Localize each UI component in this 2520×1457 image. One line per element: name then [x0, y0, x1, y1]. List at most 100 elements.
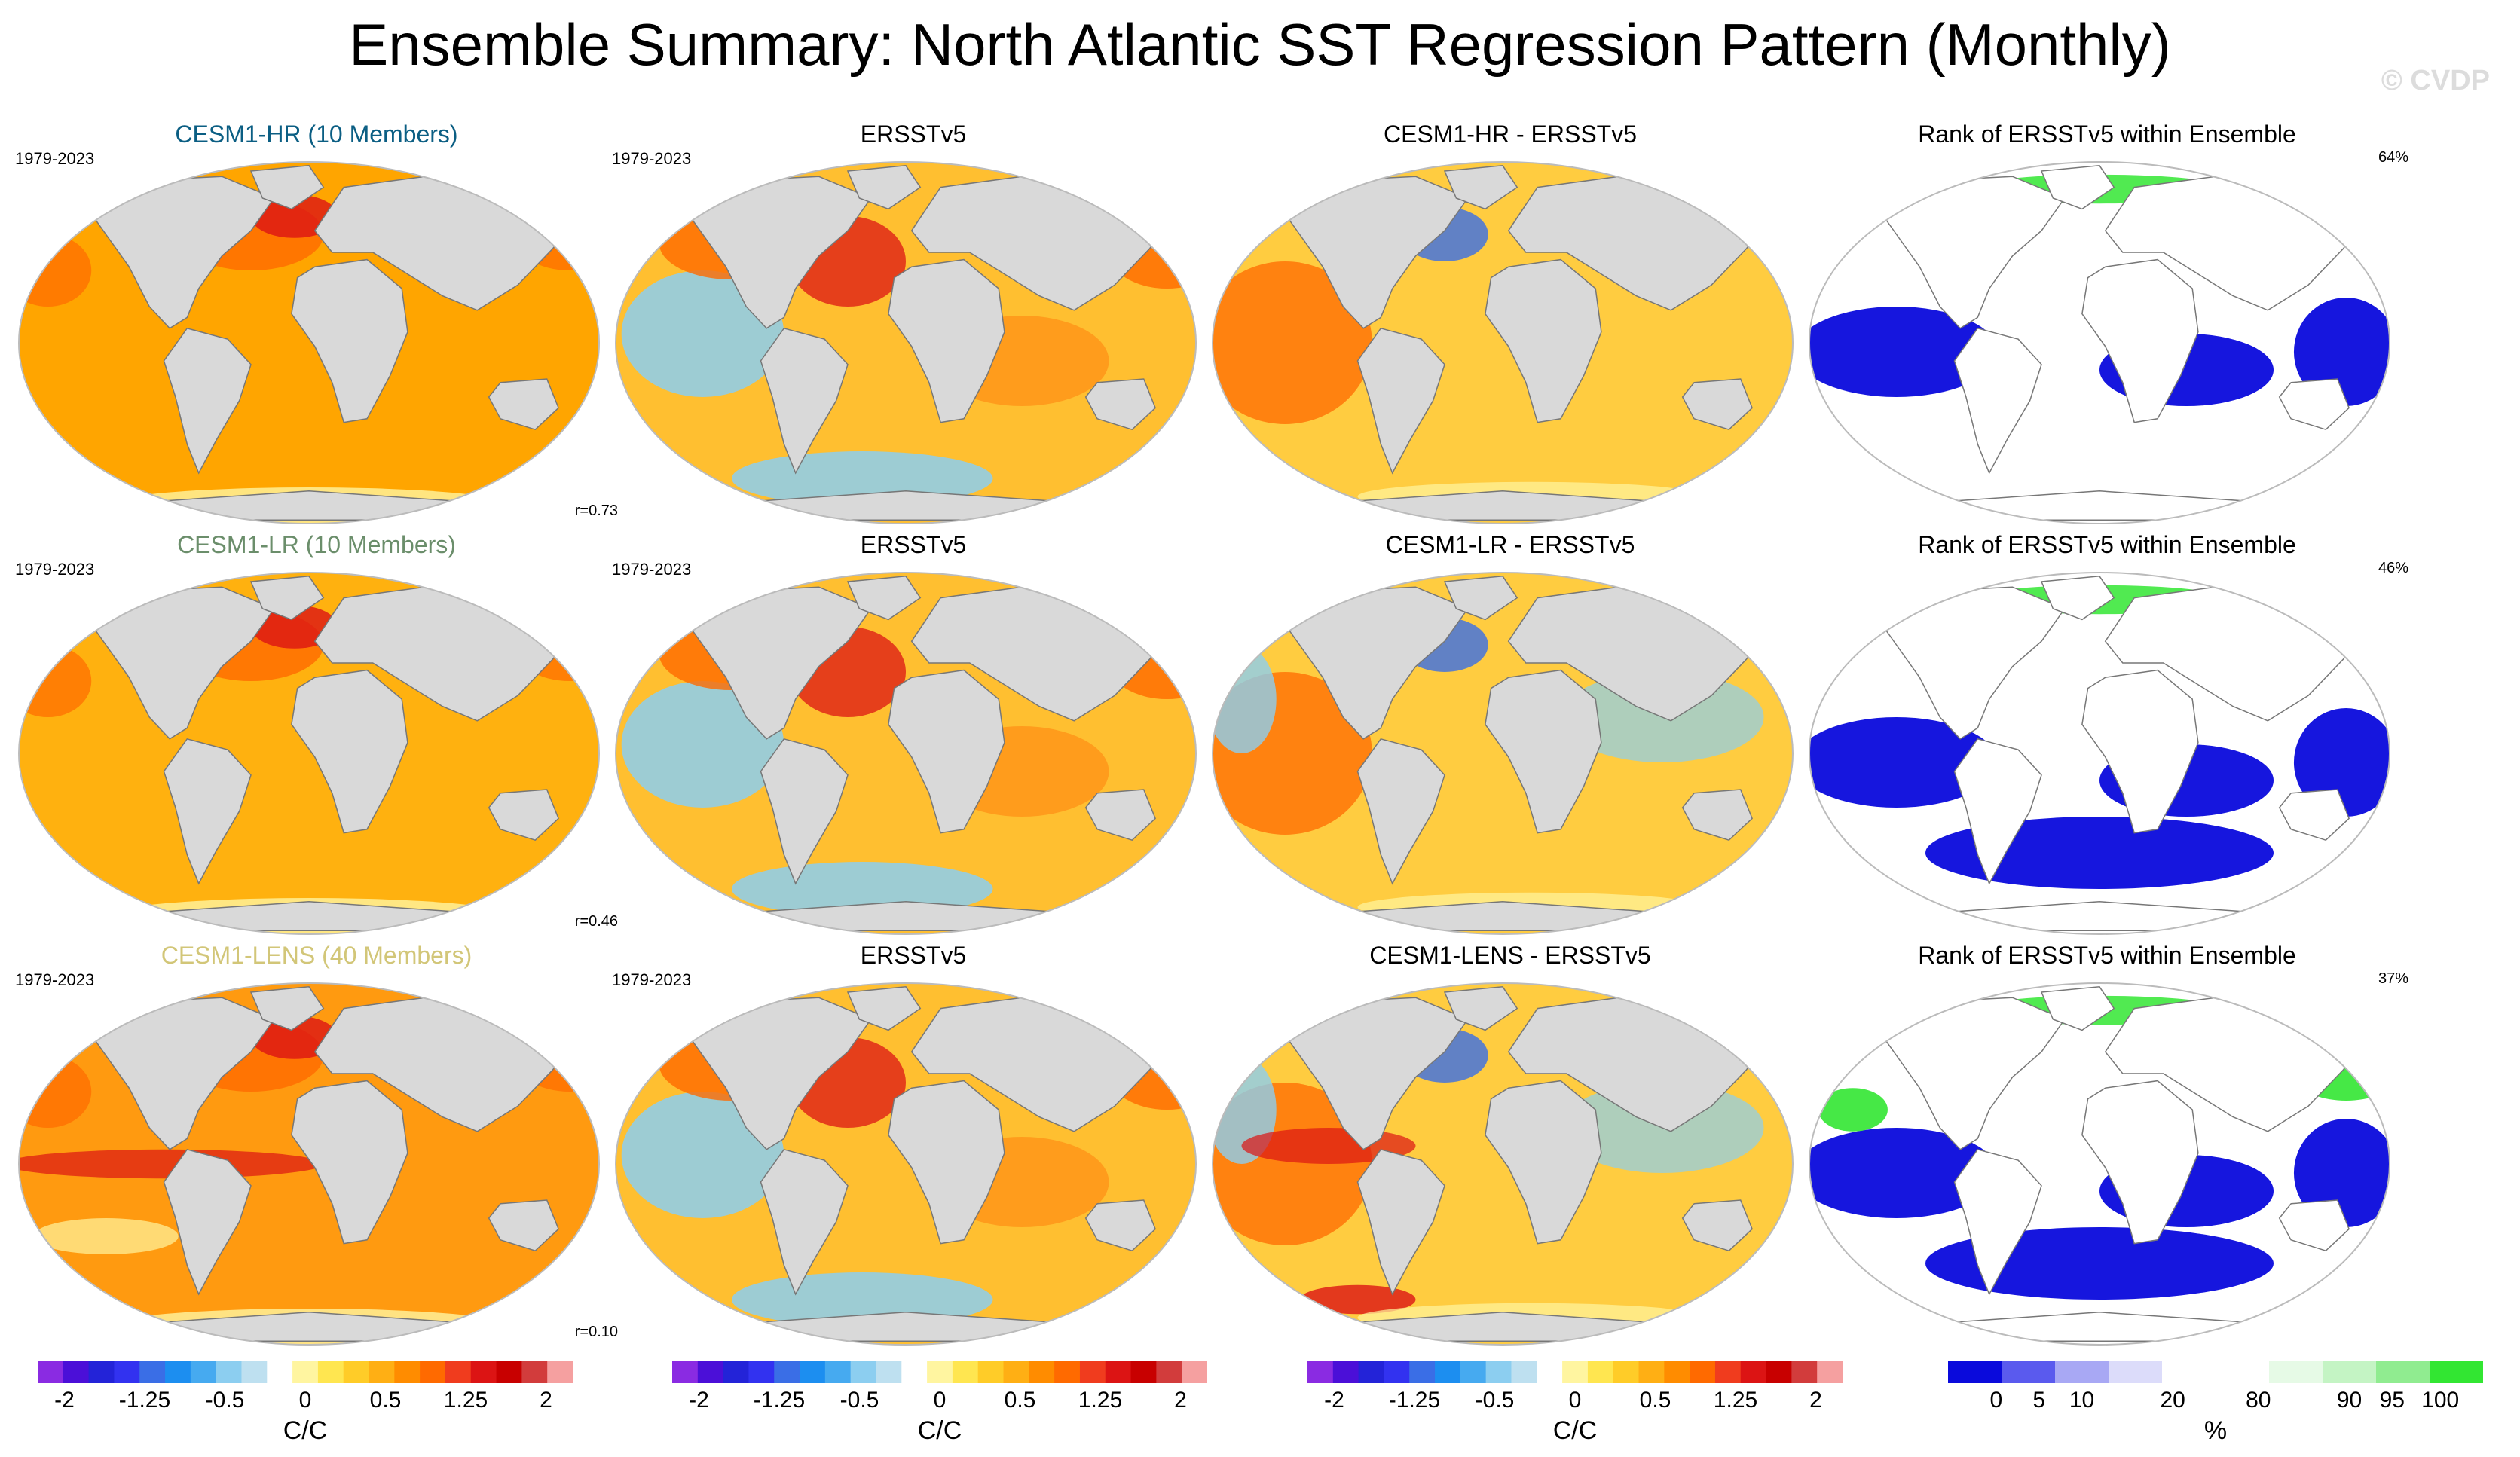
- colorbar-swatch: [1332, 1361, 1359, 1383]
- colorbar-swatch: [2376, 1361, 2430, 1383]
- colorbar-swatch: [1613, 1361, 1640, 1383]
- colorbar-tick-label: 0: [934, 1388, 947, 1413]
- colorbar-swatch: [1054, 1361, 1081, 1383]
- colorbar-swatch: [38, 1361, 64, 1383]
- pattern-correlation: r=0.46: [574, 913, 618, 930]
- panel-rank-row2: Rank of ERSSTv5 within Ensemble 46%: [1806, 531, 2408, 938]
- colorbar-swatch: [317, 1361, 344, 1383]
- colorbar-swatch: [2430, 1361, 2484, 1383]
- colorbar-swatch: [952, 1361, 979, 1383]
- panel-diff-row1: CESM1-HR - ERSSTv5: [1209, 121, 1812, 527]
- rank-title: Rank of ERSSTv5 within Ensemble: [1918, 531, 2296, 558]
- colorbar-swatch: [216, 1361, 242, 1383]
- colorbar-swatch: [927, 1361, 953, 1383]
- model-title: CESM1-HR (10 Members): [175, 121, 458, 148]
- colorbar-tick-label: 0: [1569, 1388, 1582, 1413]
- model-map: [18, 982, 600, 1346]
- colorbar-swatch: [2109, 1361, 2163, 1383]
- colorbar-swatch: [1740, 1361, 1767, 1383]
- colorbar-swatch: [1409, 1361, 1436, 1383]
- colorbar-tick-label: -2: [54, 1388, 75, 1413]
- colorbar-swatch: [1156, 1361, 1182, 1383]
- obs-map: [615, 982, 1197, 1346]
- colorbar-unit: %: [2204, 1416, 2227, 1443]
- diff-title: CESM1-LENS - ERSSTv5: [1369, 942, 1651, 969]
- colorbar-swatch: [1537, 1361, 1563, 1383]
- rank-percent: 64%: [2378, 149, 2408, 166]
- model-map: [18, 161, 600, 524]
- colorbar-swatch: [241, 1361, 268, 1383]
- colorbar-swatch: [1460, 1361, 1487, 1383]
- colorbar-tick-label: 0.5: [1640, 1388, 1671, 1413]
- colorbar-swatch: [1130, 1361, 1157, 1383]
- colorbar-tick-label: -1.25: [754, 1388, 805, 1413]
- pattern-correlation: r=0.73: [574, 502, 618, 519]
- obs-title: ERSSTv5: [860, 121, 967, 148]
- colorbar-swatch: [420, 1361, 446, 1383]
- colorbar-tick-label: 5: [2032, 1388, 2045, 1413]
- period-label: 1979-2023: [612, 970, 692, 989]
- colorbar-swatch: [723, 1361, 749, 1383]
- colorbar-swatch: [343, 1361, 370, 1383]
- sst-colorbar-1: -2 -1.25 -0.5 0 0.5 1.25 2 C/C: [38, 1361, 573, 1447]
- diff-title: CESM1-HR - ERSSTv5: [1383, 121, 1638, 148]
- rank-title: Rank of ERSSTv5 within Ensemble: [1918, 942, 2296, 969]
- colorbar-tick-label: 1.25: [444, 1388, 488, 1413]
- colorbar-tick-label: -0.5: [840, 1388, 879, 1413]
- panel-diff-row2: CESM1-LR - ERSSTv5: [1209, 531, 1812, 938]
- colorbar-swatch: [1079, 1361, 1106, 1383]
- model-map: [18, 572, 600, 935]
- colorbar-tick-label: 0.5: [1005, 1388, 1036, 1413]
- colorbar-swatch: [1105, 1361, 1132, 1383]
- colorbar-swatch: [267, 1361, 293, 1383]
- colorbar-swatch: [2216, 1361, 2270, 1383]
- sst-colorbar-3: -2 -1.25 -0.5 0 0.5 1.25 2 C/C: [1307, 1361, 1843, 1447]
- colorbar-tick-label: -1.25: [1389, 1388, 1440, 1413]
- colorbar-tick-label: -0.5: [1476, 1388, 1515, 1413]
- model-title: CESM1-LR (10 Members): [177, 531, 456, 558]
- obs-title: ERSSTv5: [860, 942, 967, 969]
- colorbar-swatch: [1435, 1361, 1461, 1383]
- rank-percent: 37%: [2378, 970, 2408, 987]
- colorbar-swatch: [800, 1361, 826, 1383]
- colorbar-swatch: [165, 1361, 191, 1383]
- panel-diff-row3: CESM1-LENS - ERSSTv5: [1209, 942, 1812, 1349]
- colorbar-swatch: [139, 1361, 166, 1383]
- colorbar-unit: C/C: [1553, 1416, 1598, 1443]
- colorbar-swatch: [470, 1361, 497, 1383]
- figure-title: Ensemble Summary: North Atlantic SST Reg…: [349, 11, 2171, 78]
- colorbar-swatch: [190, 1361, 217, 1383]
- colorbar-swatch: [1511, 1361, 1537, 1383]
- colorbar-swatch: [2002, 1361, 2056, 1383]
- colorbar-swatch: [292, 1361, 319, 1383]
- period-label: 1979-2023: [15, 149, 95, 168]
- rank-map: [1809, 161, 2390, 524]
- colorbar-swatch: [1766, 1361, 1792, 1383]
- colorbar-tick-label: 0: [299, 1388, 312, 1413]
- colorbar-swatch: [1003, 1361, 1029, 1383]
- colorbar-swatch: [114, 1361, 140, 1383]
- colorbar-swatch: [1587, 1361, 1614, 1383]
- diff-map: [1212, 572, 1794, 935]
- colorbar-swatch: [1384, 1361, 1410, 1383]
- obs-map: [615, 161, 1197, 524]
- colorbar-tick-label: 0.5: [370, 1388, 402, 1413]
- panel-rank-row3: Rank of ERSSTv5 within Ensemble 37%: [1806, 942, 2408, 1349]
- panel-model-row3: CESM1-LENS (40 Members) 1979-2023 r=0.10: [15, 942, 618, 1349]
- colorbar-swatch: [394, 1361, 421, 1383]
- sst-colorbar-2: -2 -1.25 -0.5 0 0.5 1.25 2 C/C: [672, 1361, 1208, 1447]
- colorbar-unit: C/C: [918, 1416, 962, 1443]
- colorbar-tick-label: 1.25: [1078, 1388, 1122, 1413]
- colorbar-swatch: [496, 1361, 522, 1383]
- diff-map: [1212, 982, 1794, 1346]
- colorbar-swatch: [850, 1361, 876, 1383]
- colorbar-swatch: [1307, 1361, 1334, 1383]
- colorbar-tick-label: 80: [2246, 1388, 2271, 1413]
- colorbar-swatch: [1690, 1361, 1716, 1383]
- colorbar-swatch: [1029, 1361, 1055, 1383]
- colorbar-tick-label: -1.25: [119, 1388, 170, 1413]
- colorbar-tick-label: 0: [1990, 1388, 2003, 1413]
- colorbar-tick-label: 1.25: [1714, 1388, 1757, 1413]
- panel-obs-row2: ERSSTv5 1979-2023: [612, 531, 1215, 938]
- period-label: 1979-2023: [15, 970, 95, 989]
